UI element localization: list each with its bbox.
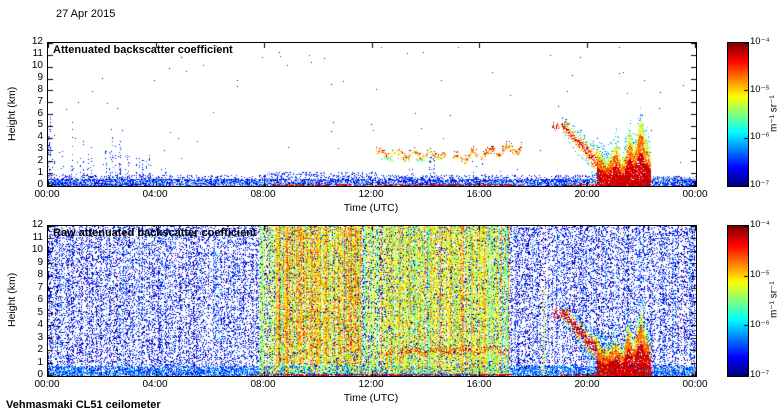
colorbar-tick-label: 10⁻⁵ [750, 83, 770, 95]
y-tick-label: 0 [37, 179, 43, 190]
date-label: 27 Apr 2015 [56, 8, 116, 20]
colorbar-tick-label: 10⁻⁴ [750, 36, 770, 47]
x-tick-label: 08:00 [250, 379, 276, 390]
x-tick-label: 04:00 [142, 379, 168, 390]
x-tick-label: 00:00 [682, 379, 708, 390]
colorbar-gradient [728, 226, 748, 376]
y-tick-label: 3 [37, 143, 43, 155]
y-tick-label: 11 [32, 47, 43, 59]
y-tick-label: 9 [37, 71, 43, 83]
y-tick-label: 2 [37, 155, 43, 167]
y-tick-label: 10 [31, 59, 43, 71]
x-axis-label: Time (UTC) [343, 392, 399, 404]
y-tick-label: 5 [37, 306, 43, 318]
y-tick-label: 11 [32, 231, 43, 243]
y-tick-label: 12 [31, 219, 43, 230]
x-tick-label: 20:00 [574, 189, 600, 200]
y-tick-label: 1 [37, 356, 43, 368]
x-tick-label: 12:00 [358, 379, 384, 390]
y-tick-label: 9 [37, 256, 43, 268]
colorbar-tick-label: 10⁻⁶ [750, 131, 770, 143]
colorbar-unit-label: m⁻¹ sr⁻¹ [768, 95, 780, 132]
y-tick-label: 6 [37, 294, 43, 305]
x-tick-label: 04:00 [142, 189, 168, 200]
x-tick-label: 12:00 [358, 189, 384, 200]
y-tick-label: 2 [37, 344, 43, 355]
y-tick-label: 4 [37, 319, 43, 330]
panel-title: Raw attenuated backscatter coefficient [53, 227, 257, 239]
x-tick-label: 00:00 [682, 189, 708, 200]
y-tick-label: 3 [37, 331, 43, 343]
colorbar-tick-label: 10⁻⁴ [750, 219, 770, 230]
x-tick-label: 16:00 [466, 189, 492, 200]
footer-label: Vehmasmaki CL51 ceilometer [6, 399, 161, 411]
attenuated-backscatter-panel: Attenuated backscatter coefficient [47, 42, 697, 187]
raw-backscatter-panel: Raw attenuated backscatter coefficient [47, 225, 697, 377]
colorbar-tick-label: 10⁻⁷ [750, 369, 770, 380]
y-tick-label: 1 [37, 167, 43, 179]
x-tick-label: 16:00 [466, 379, 492, 390]
raw-backscatter-heatmap [48, 226, 696, 376]
colorbar-unit-label: m⁻¹ sr⁻¹ [768, 281, 780, 319]
y-tick-label: 10 [31, 244, 43, 255]
y-tick-label: 8 [37, 83, 43, 95]
colorbar [727, 42, 749, 187]
colorbar-tick-label: 10⁻⁷ [750, 179, 770, 190]
x-tick-label: 08:00 [250, 189, 276, 200]
colorbar-gradient [728, 43, 748, 186]
attenuated-backscatter-heatmap [48, 43, 696, 186]
y-tick-label: 5 [37, 119, 43, 131]
colorbar-tick-label: 10⁻⁶ [750, 319, 770, 330]
y-tick-label: 0 [37, 369, 43, 380]
y-tick-label: 12 [31, 36, 43, 47]
y-tick-label: 6 [37, 107, 43, 119]
y-tick-label: 8 [37, 269, 43, 280]
colorbar [727, 225, 749, 377]
y-tick-label: 7 [37, 281, 43, 293]
y-tick-label: 7 [37, 95, 43, 107]
panel-title: Attenuated backscatter coefficient [53, 44, 233, 56]
colorbar-tick-label: 10⁻⁵ [750, 269, 770, 280]
x-axis-label: Time (UTC) [343, 202, 399, 214]
x-tick-label: 00:00 [34, 379, 60, 390]
x-tick-label: 20:00 [574, 379, 600, 390]
y-tick-label: 4 [37, 131, 43, 143]
x-tick-label: 00:00 [34, 189, 60, 200]
